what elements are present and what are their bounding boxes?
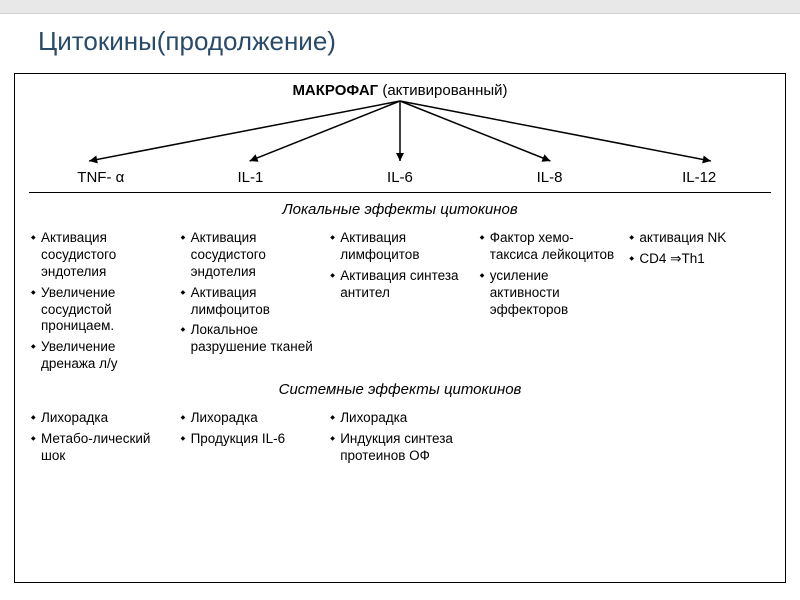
section-systemic-label: Системные эффекты цитокинов	[29, 381, 771, 398]
systemic-list-1: Лихорадка Продукция IL-6	[179, 410, 323, 448]
list-item: Лихорадка	[181, 410, 323, 427]
root-bold: МАКРОФАГ	[292, 82, 378, 99]
diagram-frame: МАКРОФАГ (активированный) TNF- α IL-1 IL…	[14, 73, 786, 583]
list-item: Активация лимфоцитов	[330, 230, 472, 264]
list-item: Увеличение сосудистой проницаем.	[31, 285, 173, 336]
local-list-4: активация NK CD4 ⇒Th1	[627, 230, 771, 268]
list-item: усиление активности эффекторов	[480, 268, 622, 319]
systemic-list-2: Лихорадка Индукция синтеза протеинов ОФ	[328, 410, 472, 465]
list-item: Метабо-лический шок	[31, 431, 173, 465]
list-item: Активация синтеза антител	[330, 268, 472, 302]
section-local-label: Локальные эффекты цитокинов	[29, 201, 771, 218]
root-node: МАКРОФАГ (активированный)	[29, 82, 771, 99]
local-list-3: Фактор хемо-таксиса лейкоцитов усиление а…	[478, 230, 622, 318]
list-item: Фактор хемо-таксиса лейкоцитов	[480, 230, 622, 264]
local-list-1: Активация сосудистого эндотелия Активация…	[179, 230, 323, 356]
systemic-effects-row: Лихорадка Метабо-лический шок Лихорадка Пр…	[29, 406, 771, 469]
top-bar	[0, 0, 800, 14]
list-item: Продукция IL-6	[181, 431, 323, 448]
list-item: Увеличение дренажа л/у	[31, 339, 173, 373]
col-head-1: IL-1	[179, 169, 323, 190]
column-headers-row: TNF- α IL-1 IL-6 IL-8 IL-12	[29, 169, 771, 190]
col-head-3: IL-8	[478, 169, 622, 190]
arrows-svg	[29, 99, 771, 169]
list-item: Активация сосудистого эндотелия	[31, 230, 173, 281]
list-item: активация NK	[629, 230, 771, 247]
list-item: Активация сосудистого эндотелия	[181, 230, 323, 281]
local-effects-row: Активация сосудистого эндотелияУвеличени…	[29, 226, 771, 377]
list-item: Лихорадка	[330, 410, 472, 427]
list-item: CD4 ⇒Th1	[629, 251, 771, 268]
local-list-0: Активация сосудистого эндотелияУвеличени…	[29, 230, 173, 373]
page-title: Цитокины(продолжение)	[38, 26, 800, 57]
systemic-list-0: Лихорадка Метабо-лический шок	[29, 410, 173, 465]
col-head-2: IL-6	[328, 169, 472, 190]
list-item: Активация лимфоцитов	[181, 285, 323, 319]
col-head-4: IL-12	[627, 169, 771, 190]
local-list-2: Активация лимфоцитов Активация синтеза ан…	[328, 230, 472, 302]
divider-top	[29, 192, 771, 193]
root-rest: (активированный)	[378, 82, 507, 99]
col-head-0: TNF- α	[29, 169, 173, 190]
list-item: Индукция синтеза протеинов ОФ	[330, 431, 472, 465]
list-item: Лихорадка	[31, 410, 173, 427]
list-item: Локальное разрушение тканей	[181, 322, 323, 356]
title-area: Цитокины(продолжение)	[0, 14, 800, 65]
